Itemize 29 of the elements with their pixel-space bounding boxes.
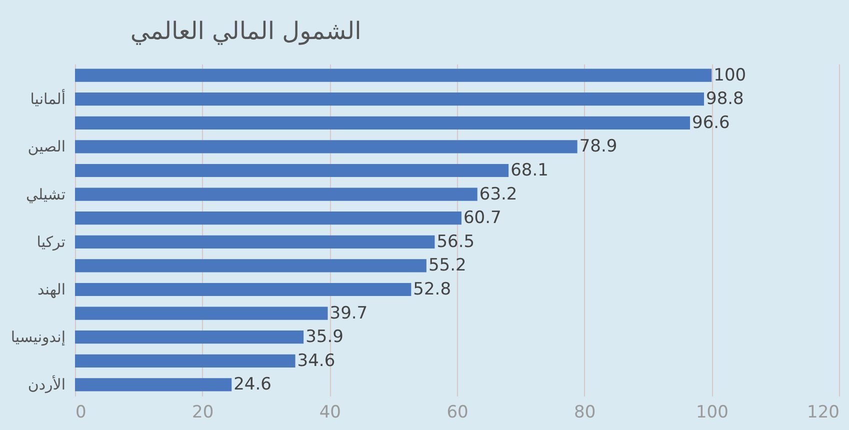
- x-tick-label: 60: [446, 402, 468, 422]
- data-label: 34.6: [297, 350, 336, 371]
- data-label: 56.5: [436, 232, 475, 252]
- data-label: 60.7: [463, 208, 502, 228]
- data-label: 68.1: [510, 160, 548, 180]
- data-label: 24.6: [234, 374, 272, 395]
- y-tick-label: الصين: [28, 138, 66, 156]
- y-tick-label: الأردن: [28, 374, 66, 394]
- x-tick-label: 100: [696, 402, 728, 422]
- x-tick-label: 20: [192, 402, 214, 422]
- data-label: 52.8: [413, 280, 452, 300]
- x-tick-label: 40: [319, 402, 341, 422]
- y-tick-label: ألمانيا: [30, 89, 66, 108]
- data-label: 35.9: [306, 327, 344, 348]
- x-tick-label: 0: [76, 402, 86, 422]
- chart-title: الشمول المالي العالمي: [130, 17, 362, 45]
- x-tick-label: 120: [807, 402, 840, 422]
- data-label: 78.9: [579, 136, 618, 157]
- y-tick-label: إندونيسيا: [10, 328, 66, 346]
- y-tick-label: تركيا: [36, 232, 66, 251]
- data-label: 55.2: [428, 256, 466, 276]
- data-label: 100: [714, 65, 746, 86]
- x-tick-label: 80: [574, 402, 596, 422]
- data-label: 39.7: [330, 303, 368, 324]
- y-tick-label: الهند: [37, 280, 66, 298]
- data-label: 98.8: [706, 89, 744, 110]
- y-tick-label: تشيلي: [26, 185, 66, 204]
- data-label: 96.6: [692, 112, 730, 133]
- data-label: 63.2: [479, 184, 518, 204]
